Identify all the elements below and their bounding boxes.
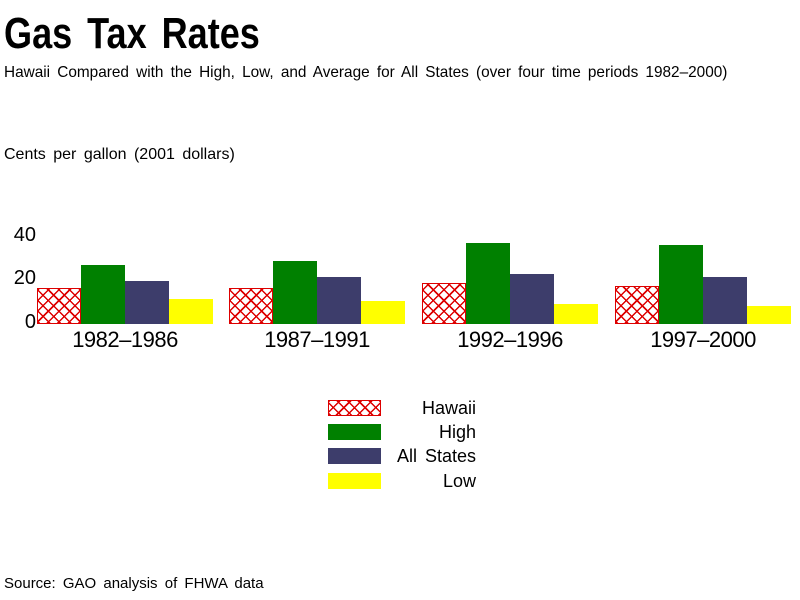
bar-all-states-group-4 (703, 277, 747, 324)
hawaii-crosshatch-swatch (328, 400, 381, 416)
bar-low-group-4 (747, 306, 791, 324)
legend-label-low: Low (442, 471, 476, 491)
bar-all-states-group-3 (510, 274, 554, 324)
legend-item-high: High (328, 422, 476, 442)
legend-item-all-states: All States (328, 446, 476, 466)
bar-hawaii-group-1 (37, 288, 81, 324)
source-note: Source: GAO analysis of FHWA data (4, 575, 264, 592)
y-axis-title: Cents per gallon (2001 dollars) (4, 146, 235, 163)
legend-label-high: High (438, 422, 476, 442)
chart-subtitle: Hawaii Compared with the High, Low, and … (4, 64, 728, 81)
y-tick-0: 0 (24, 311, 36, 333)
x-axis-label-group-2: 1987–1991 (264, 327, 370, 352)
legend-item-low: Low (328, 471, 476, 491)
bar-high-group-1 (81, 265, 125, 324)
legend-label-all-states: All States (396, 446, 476, 466)
x-axis-label-group-3: 1992–1996 (457, 327, 563, 352)
bar-hawaii-group-4 (615, 286, 659, 324)
legend-label-hawaii: Hawaii (421, 398, 476, 418)
bar-low-group-2 (361, 301, 405, 324)
bar-hawaii-group-2 (229, 288, 273, 324)
x-axis-label-group-1: 1982–1986 (72, 327, 178, 352)
bar-all-states-group-2 (317, 277, 361, 324)
bar-low-group-3 (554, 304, 598, 324)
legend-item-hawaii: Hawaii (328, 398, 476, 418)
bar-low-group-1 (169, 299, 213, 324)
bar-hawaii-group-3 (422, 283, 466, 324)
all-states-swatch (328, 448, 381, 464)
y-tick-40: 40 (13, 224, 36, 246)
bar-high-group-3 (466, 243, 510, 324)
x-axis-label-group-4: 1997–2000 (650, 327, 756, 352)
y-tick-20: 20 (13, 267, 36, 289)
low-swatch (328, 473, 381, 489)
high-swatch (328, 424, 381, 440)
chart-title: Gas Tax Rates (4, 9, 260, 58)
bar-high-group-4 (659, 245, 703, 324)
bar-all-states-group-1 (125, 281, 169, 324)
bar-high-group-2 (273, 261, 317, 324)
